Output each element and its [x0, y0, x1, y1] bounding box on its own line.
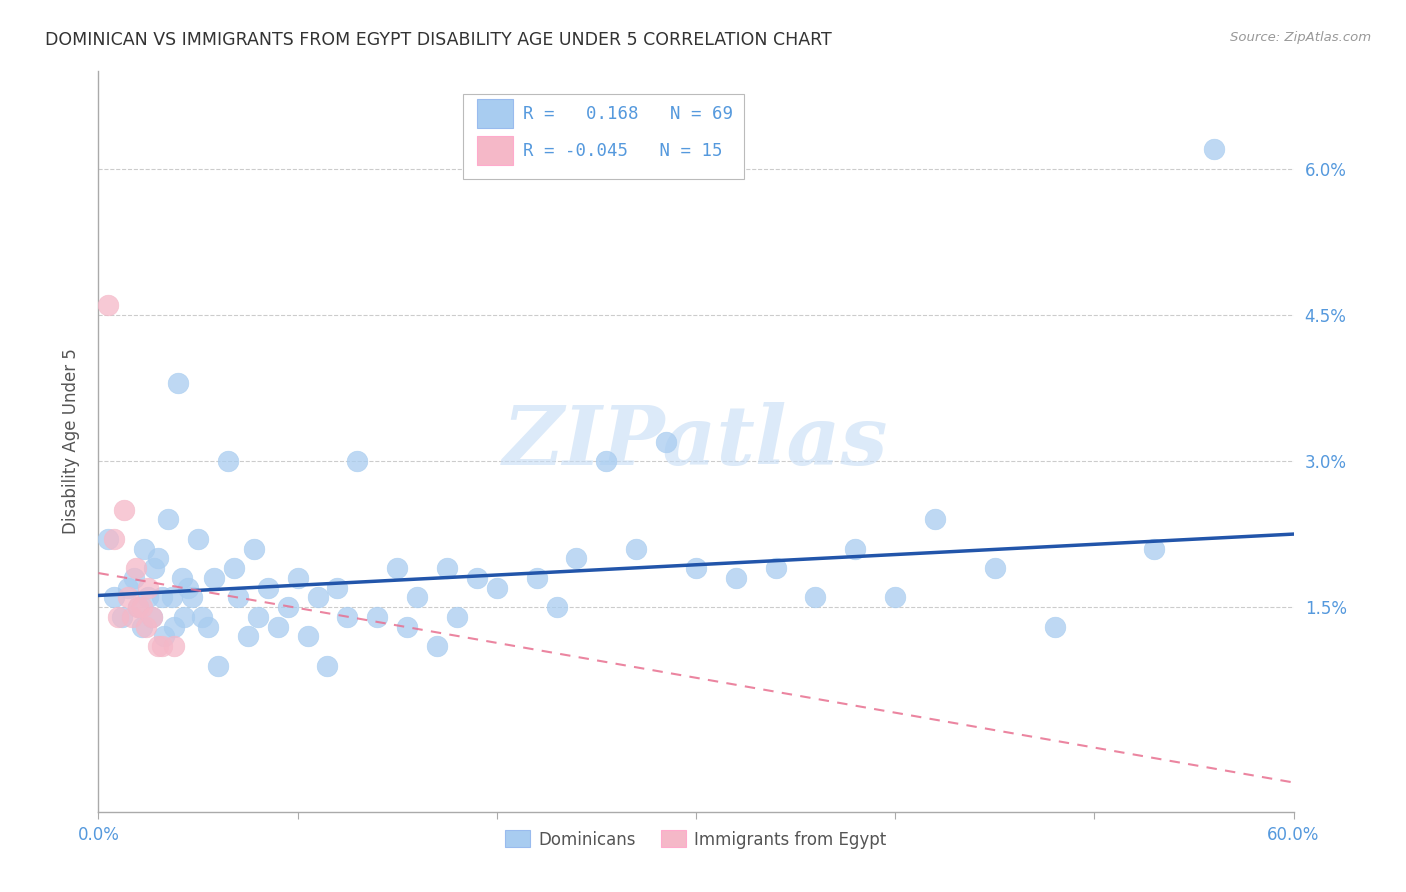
Point [385, 561, 409, 575]
Point [127, 600, 149, 615]
Point [173, 610, 195, 624]
Point [366, 610, 388, 624]
Point [134, 541, 156, 556]
Text: DOMINICAN VS IMMIGRANTS FROM EGYPT DISABILITY AGE UNDER 5 CORRELATION CHART: DOMINICAN VS IMMIGRANTS FROM EGYPT DISAB… [45, 31, 832, 49]
Point [103, 532, 125, 546]
Y-axis label: Disability Age Under 5: Disability Age Under 5 [62, 349, 80, 534]
Point [160, 591, 183, 605]
Point [236, 629, 259, 643]
Point [765, 561, 787, 575]
Point [143, 561, 166, 575]
Point [924, 512, 946, 526]
Point [446, 610, 468, 624]
Point [163, 639, 186, 653]
Point [207, 658, 229, 673]
Point [1043, 620, 1066, 634]
Point [103, 591, 125, 605]
Point [150, 639, 173, 653]
Point [984, 561, 1007, 575]
Text: Source: ZipAtlas.com: Source: ZipAtlas.com [1230, 31, 1371, 45]
Point [243, 541, 266, 556]
Point [191, 610, 214, 624]
Point [111, 610, 134, 624]
Point [187, 532, 209, 546]
Point [148, 551, 170, 566]
Point [202, 571, 225, 585]
Point [153, 629, 176, 643]
Point [141, 610, 163, 624]
Point [277, 600, 299, 615]
Point [326, 581, 349, 595]
Point [256, 581, 278, 595]
Point [222, 561, 245, 575]
Point [844, 541, 866, 556]
Point [465, 571, 488, 585]
Point [546, 600, 568, 615]
Point [172, 571, 194, 585]
Point [177, 581, 200, 595]
FancyBboxPatch shape [477, 136, 513, 165]
Text: R = -0.045   N = 15: R = -0.045 N = 15 [523, 142, 723, 160]
Point [246, 610, 269, 624]
Point [297, 629, 319, 643]
Point [97, 298, 120, 312]
Point [626, 541, 648, 556]
Point [426, 639, 449, 653]
Point [406, 591, 429, 605]
Point [125, 561, 148, 575]
Text: R =   0.168   N = 69: R = 0.168 N = 69 [523, 104, 733, 122]
Point [197, 620, 219, 634]
Point [167, 376, 190, 390]
Point [307, 591, 329, 605]
Point [97, 532, 120, 546]
Point [396, 620, 419, 634]
Point [148, 639, 170, 653]
Point [117, 581, 139, 595]
Point [685, 561, 707, 575]
Point [136, 581, 159, 595]
Point [485, 581, 508, 595]
Point [267, 620, 290, 634]
Point [724, 571, 747, 585]
Point [150, 591, 173, 605]
Point [655, 434, 678, 449]
Point [107, 610, 129, 624]
Point [136, 591, 159, 605]
Point [336, 610, 359, 624]
Point [121, 610, 143, 624]
Point [157, 512, 180, 526]
Point [163, 620, 186, 634]
Point [112, 502, 135, 516]
FancyBboxPatch shape [477, 99, 513, 128]
Point [565, 551, 588, 566]
Point [131, 620, 153, 634]
Point [884, 591, 907, 605]
Point [316, 658, 339, 673]
Point [526, 571, 548, 585]
Point [436, 561, 458, 575]
Point [127, 600, 149, 615]
Point [287, 571, 309, 585]
Point [135, 620, 157, 634]
Point [595, 454, 617, 468]
Point [346, 454, 368, 468]
Point [131, 600, 153, 615]
Point [141, 610, 163, 624]
FancyBboxPatch shape [463, 94, 744, 178]
Point [117, 591, 139, 605]
Point [226, 591, 249, 605]
Point [181, 591, 204, 605]
Point [217, 454, 239, 468]
Text: ZIPatlas: ZIPatlas [503, 401, 889, 482]
Point [124, 571, 146, 585]
Point [1202, 142, 1225, 156]
Legend: Dominicans, Immigrants from Egypt: Dominicans, Immigrants from Egypt [499, 823, 893, 855]
Point [1143, 541, 1166, 556]
Point [804, 591, 827, 605]
